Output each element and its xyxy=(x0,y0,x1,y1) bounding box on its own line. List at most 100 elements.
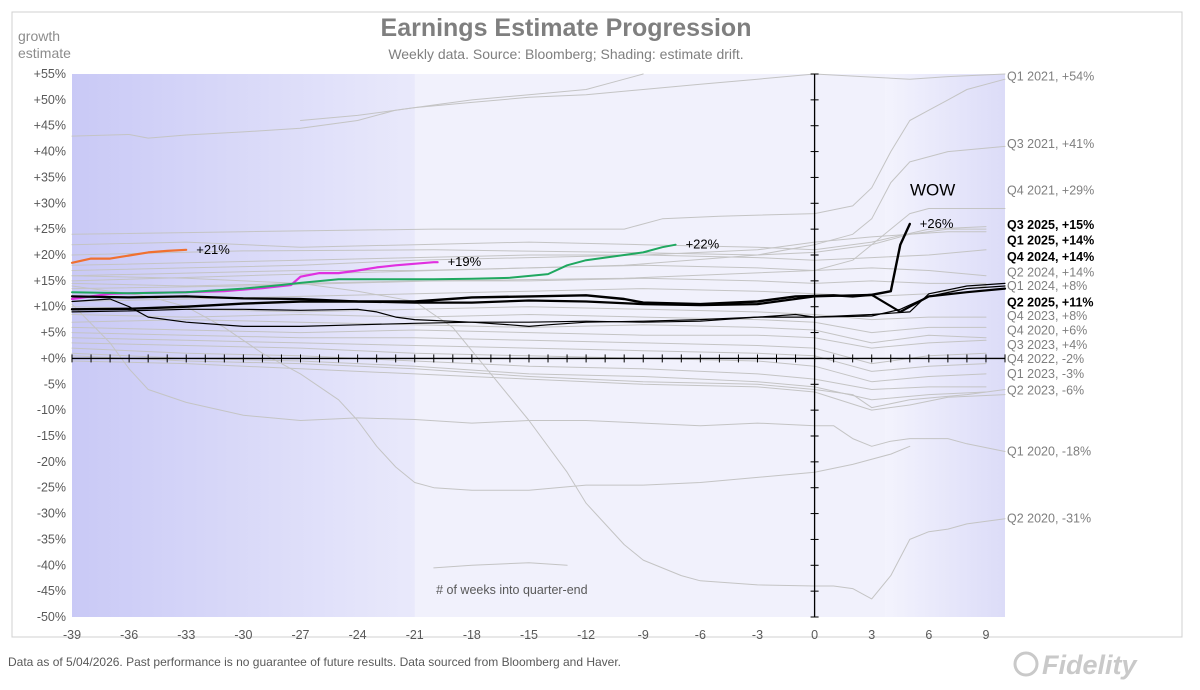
y-tick-label: +15% xyxy=(34,274,66,288)
x-tick-label: -15 xyxy=(520,628,538,642)
chart-title: Earnings Estimate Progression xyxy=(380,14,752,42)
series-end-label: +22% xyxy=(686,237,720,252)
series-line-2 xyxy=(71,243,677,295)
y-tick-label: -50% xyxy=(37,610,66,624)
y-tick-label: +0% xyxy=(41,351,66,365)
highlight-series-group xyxy=(70,222,1007,327)
y-tick-label: -35% xyxy=(37,532,66,546)
series-line-15 xyxy=(71,249,987,271)
y-tick-label: +5% xyxy=(41,326,66,340)
quarter-label: Q3 2021, +41% xyxy=(1007,137,1094,151)
series-line-4 xyxy=(70,287,1007,313)
y-tick-label: +20% xyxy=(34,248,66,262)
grey-series-group xyxy=(71,73,1006,600)
x-tick-label: -6 xyxy=(695,628,706,642)
x-tick-label: 9 xyxy=(982,628,989,642)
quarter-label: Q1 2023, -3% xyxy=(1007,367,1084,381)
series-line-28 xyxy=(71,355,1006,409)
quarter-label: Q1 2020, -18% xyxy=(1007,445,1091,459)
quarter-label: Q4 2024, +14% xyxy=(1007,250,1094,264)
x-tick-label: -36 xyxy=(120,628,138,642)
y-tick-label: -5% xyxy=(44,377,66,391)
y-tick-label: -20% xyxy=(37,455,66,469)
series-line-9 xyxy=(71,78,1006,235)
series-line-18 xyxy=(71,285,987,302)
series-line-10 xyxy=(71,145,1006,282)
y-tick-label: +10% xyxy=(34,300,66,314)
series-line-8 xyxy=(300,73,644,121)
x-tick-label: 0 xyxy=(811,628,818,642)
outer-border xyxy=(11,11,1183,638)
series-line-32 xyxy=(71,275,1006,600)
axes-group xyxy=(71,73,1006,618)
y-tick-label: +55% xyxy=(34,67,66,81)
series-line-33 xyxy=(433,562,568,569)
series-line-14 xyxy=(71,226,987,251)
x-tick-label: -12 xyxy=(577,628,595,642)
x-tick-label: -18 xyxy=(463,628,481,642)
x-tick-label: -21 xyxy=(406,628,424,642)
y-tick-label: +45% xyxy=(34,119,66,133)
x-tick-label: -3 xyxy=(752,628,763,642)
y-tick-label: -25% xyxy=(37,481,66,495)
fidelity-logo: Fidelity xyxy=(1013,650,1138,680)
series-line-29 xyxy=(71,360,1006,411)
x-tick-label: -9 xyxy=(638,628,649,642)
quarter-label: Q4 2021, +29% xyxy=(1007,183,1094,197)
x-tick-label: 6 xyxy=(925,628,932,642)
quarter-label: Q2 2020, -31% xyxy=(1007,512,1091,526)
labels-group: +55% +50% +45% +40% +35% +30% +25% +20% +15% +10%… xyxy=(34,67,1095,642)
y-tick-label: +35% xyxy=(34,170,66,184)
logo-mark-icon xyxy=(1013,651,1039,677)
quarter-label: Q4 2020, +6% xyxy=(1007,324,1087,338)
quarter-label: Q4 2023, +8% xyxy=(1007,309,1087,323)
x-tick-label: -33 xyxy=(177,628,195,642)
x-tick-label: -39 xyxy=(63,628,81,642)
x-tick-label: -27 xyxy=(291,628,309,642)
series-line-16 xyxy=(71,264,987,277)
series-line-11 xyxy=(71,208,1006,290)
series-line-5 xyxy=(71,285,1006,327)
quarter-label: Q3 2023, +4% xyxy=(1007,338,1087,352)
x-tick-label: -30 xyxy=(234,628,252,642)
series-line-13 xyxy=(71,231,987,266)
y-tick-label: +40% xyxy=(34,145,66,159)
series-line-21 xyxy=(71,319,987,344)
series-line-30 xyxy=(71,303,1006,452)
x-tick-label: -24 xyxy=(349,628,367,642)
quarter-label: Q2 2025, +11% xyxy=(1007,296,1094,310)
x-tick-label: 3 xyxy=(868,628,875,642)
series-end-label: +21% xyxy=(196,242,230,257)
series-line-6 xyxy=(71,282,1006,327)
chart-subtitle: Weekly data. Source: Bloomberg; Shading:… xyxy=(388,46,744,62)
series-line-17 xyxy=(71,277,987,287)
footnote: Data as of 5/04/2026. Past performance i… xyxy=(8,655,622,669)
y-tick-label: -40% xyxy=(37,558,66,572)
y-axis-title: growth estimate xyxy=(18,28,88,62)
series-line-24 xyxy=(71,337,987,372)
y-tick-label: -15% xyxy=(37,429,66,443)
y-tick-label: -30% xyxy=(37,507,66,521)
series-line-0 xyxy=(70,248,188,264)
series-end-label: +26% xyxy=(920,216,954,231)
y-axis-title-text: growth estimate xyxy=(18,28,71,61)
x-axis-title: # of weeks into quarter-end xyxy=(436,583,588,597)
quarter-label: Q4 2022, -2% xyxy=(1007,352,1084,366)
y-tick-label: -45% xyxy=(37,584,66,598)
y-tick-label: +30% xyxy=(34,196,66,210)
quarter-label: Q2 2023, -6% xyxy=(1007,383,1084,397)
quarter-label: Q1 2025, +14% xyxy=(1007,234,1094,248)
series-line-20 xyxy=(71,314,987,334)
quarter-label: Q1 2021, +54% xyxy=(1007,70,1094,84)
y-tick-label: +25% xyxy=(34,222,66,236)
plot-background xyxy=(11,11,1183,638)
logo-text: Fidelity xyxy=(1042,650,1138,680)
wow-annotation: WOW xyxy=(910,181,955,200)
drift-shade-left xyxy=(72,74,415,617)
quarter-label: Q3 2025, +15% xyxy=(1007,218,1094,232)
series-line-22 xyxy=(71,326,987,349)
series-line-19 xyxy=(71,306,987,321)
series-line-31 xyxy=(71,285,911,491)
series-end-label: +19% xyxy=(448,254,482,269)
